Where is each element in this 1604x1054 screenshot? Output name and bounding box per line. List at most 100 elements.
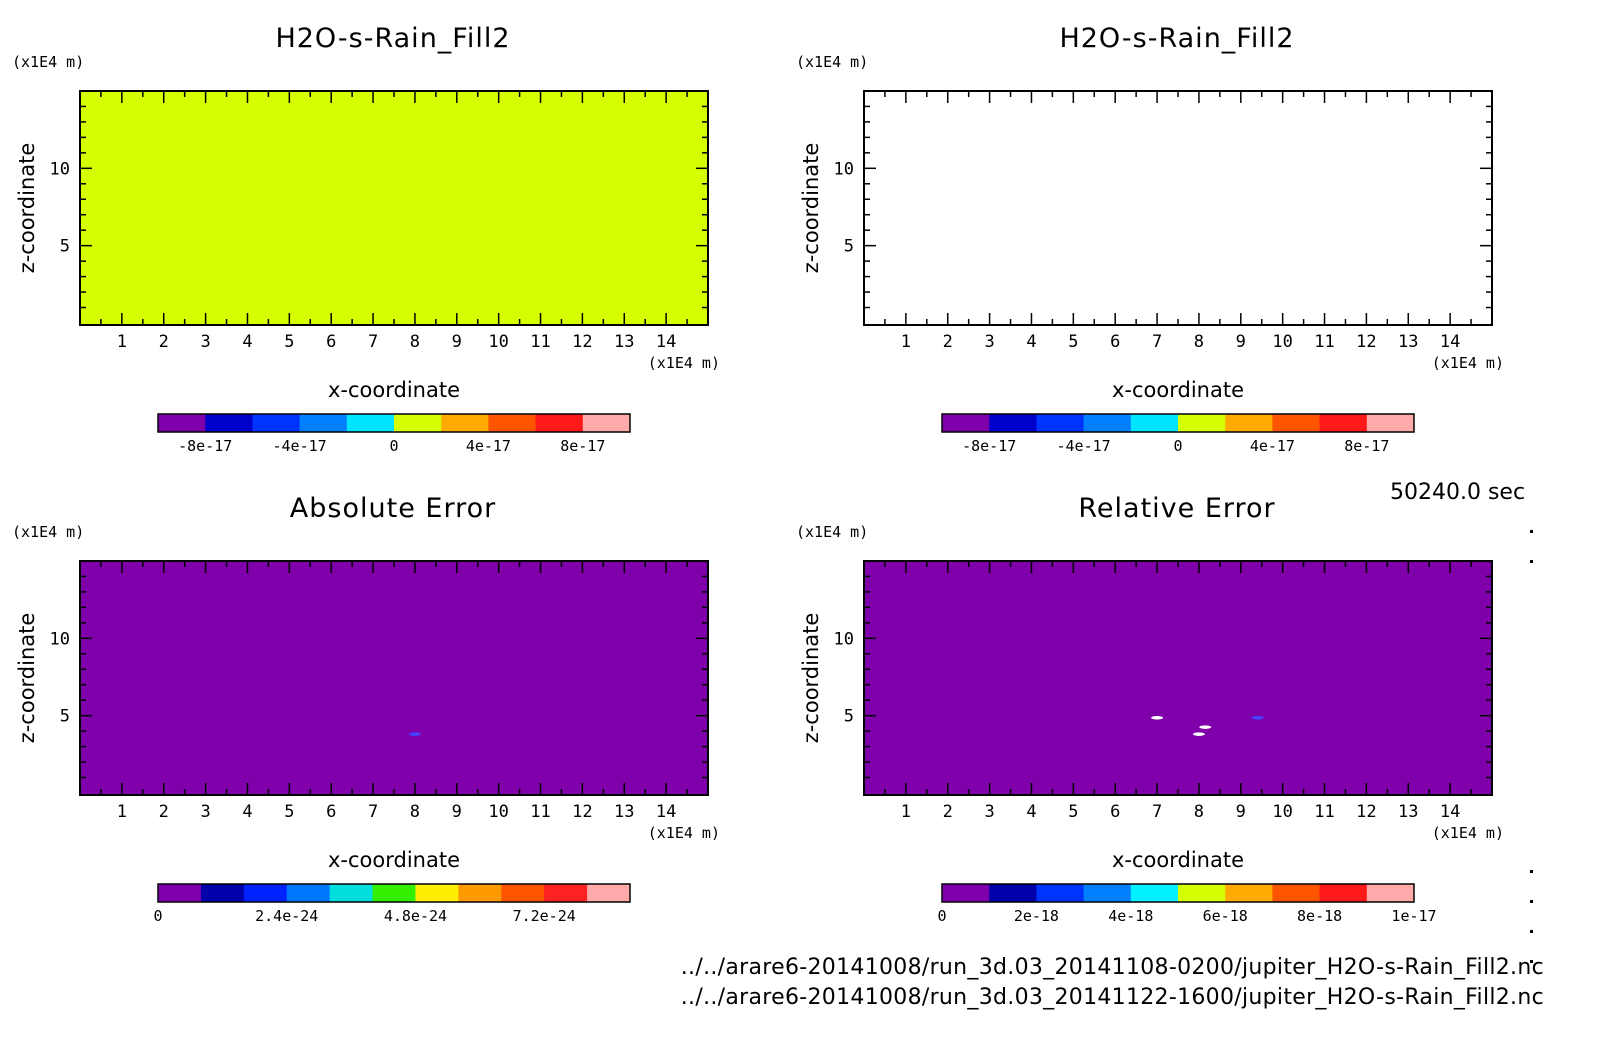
colorbar-swatch xyxy=(1366,414,1415,432)
colorbar-label: 2.4e-24 xyxy=(255,907,318,925)
colorbar-swatch xyxy=(441,414,489,432)
x-tick-label: 4 xyxy=(1026,332,1036,352)
y-tick-label: 10 xyxy=(834,629,854,649)
x-tick-label: 4 xyxy=(1026,802,1036,822)
x-tick-label: 12 xyxy=(1356,332,1376,352)
colorbar-swatch xyxy=(243,884,288,902)
colorbar-label: 0 xyxy=(153,907,162,925)
colorbar-swatch xyxy=(158,884,202,902)
y-unit-label: (x1E4 m) xyxy=(796,523,868,541)
x-tick-label: 5 xyxy=(284,332,294,352)
x-tick-label: 6 xyxy=(1110,332,1120,352)
colorbar-swatch xyxy=(1319,884,1368,902)
x-tick-label: 3 xyxy=(984,332,994,352)
x-unit-label: (x1E4 m) xyxy=(648,824,720,842)
colorbar-swatch xyxy=(942,414,990,432)
file-path-2: ../../arare6-20141008/run_3d.03_20141122… xyxy=(680,985,1544,1010)
colorbar-swatch xyxy=(205,414,253,432)
y-tick-label: 10 xyxy=(834,159,854,179)
x-tick-label: 10 xyxy=(1272,332,1292,352)
x-tick-label: 14 xyxy=(1440,332,1460,352)
edge-dot xyxy=(1530,930,1533,933)
colorbar-label: 6e-18 xyxy=(1203,907,1248,925)
x-axis-label: x-coordinate xyxy=(1112,378,1244,402)
x-tick-label: 5 xyxy=(284,802,294,822)
colorbar-label: 8e-17 xyxy=(560,437,605,455)
x-tick-label: 10 xyxy=(1272,802,1292,822)
plot-fill xyxy=(864,561,1492,795)
x-tick-label: 7 xyxy=(368,802,378,822)
y-unit-label: (x1E4 m) xyxy=(796,53,868,71)
data-speck xyxy=(1151,715,1164,720)
colorbar-swatch xyxy=(1036,884,1085,902)
plot-fill xyxy=(80,561,708,795)
data-speck xyxy=(408,732,421,736)
colorbar-label: 7.2e-24 xyxy=(513,907,576,925)
colorbar-frame xyxy=(157,883,631,903)
colorbar-swatch xyxy=(1130,414,1179,432)
colorbar-swatch xyxy=(394,414,442,432)
colorbar-swatch xyxy=(286,884,331,902)
colorbar-label: -4e-17 xyxy=(273,437,327,455)
colorbar-swatch xyxy=(346,414,395,432)
x-tick-label: 2 xyxy=(159,332,169,352)
chart-title: H2O-s-Rain_Fill2 xyxy=(1059,23,1294,54)
colorbar-label: -8e-17 xyxy=(962,437,1016,455)
x-tick-label: 1 xyxy=(901,332,911,352)
x-tick-label: 7 xyxy=(368,332,378,352)
colorbar-swatch xyxy=(1225,414,1273,432)
x-tick-label: 8 xyxy=(410,802,420,822)
y-axis-label: z-coordinate xyxy=(15,143,39,274)
y-unit-label: (x1E4 m) xyxy=(12,53,84,71)
colorbar-label: 8e-18 xyxy=(1297,907,1342,925)
y-unit-label: (x1E4 m) xyxy=(12,523,84,541)
x-axis-label: x-coordinate xyxy=(1112,848,1244,872)
colorbar-label: 4.8e-24 xyxy=(384,907,447,925)
colorbar-swatch xyxy=(329,884,374,902)
x-tick-label: 11 xyxy=(1314,332,1334,352)
x-tick-label: 1 xyxy=(901,802,911,822)
data-speck xyxy=(1251,715,1264,720)
x-tick-label: 2 xyxy=(943,802,953,822)
x-tick-label: 14 xyxy=(1440,802,1460,822)
x-tick-label: 13 xyxy=(614,802,634,822)
x-tick-label: 9 xyxy=(452,332,462,352)
x-tick-label: 13 xyxy=(614,332,634,352)
x-tick-label: 12 xyxy=(572,332,592,352)
y-tick-label: 5 xyxy=(60,237,70,257)
chart-title: Relative Error xyxy=(1078,493,1275,524)
data-speck xyxy=(1192,732,1205,736)
y-axis-label: z-coordinate xyxy=(799,143,823,274)
colorbar-frame xyxy=(941,413,1415,433)
colorbar-swatch xyxy=(1083,884,1132,902)
x-tick-label: 8 xyxy=(1194,802,1204,822)
data-speck xyxy=(1199,725,1212,729)
x-tick-label: 12 xyxy=(1356,802,1376,822)
colorbar-label: 1e-17 xyxy=(1391,907,1436,925)
colorbar-label: -4e-17 xyxy=(1057,437,1111,455)
x-tick-label: 13 xyxy=(1398,802,1418,822)
y-tick-label: 10 xyxy=(50,159,70,179)
colorbar-swatch xyxy=(1178,414,1226,432)
y-tick-label: 10 xyxy=(50,629,70,649)
x-tick-label: 2 xyxy=(943,332,953,352)
y-tick-label: 5 xyxy=(844,707,854,727)
edge-dot xyxy=(1530,560,1533,563)
y-tick-label: 5 xyxy=(60,707,70,727)
x-tick-label: 5 xyxy=(1068,802,1078,822)
colorbar-label: 4e-17 xyxy=(466,437,511,455)
x-tick-label: 3 xyxy=(984,802,994,822)
colorbar-swatch xyxy=(1083,414,1132,432)
x-unit-label: (x1E4 m) xyxy=(1432,354,1504,372)
colorbar-swatch xyxy=(1036,414,1085,432)
colorbar-swatch xyxy=(1130,884,1179,902)
colorbar-swatch xyxy=(1319,414,1368,432)
x-tick-label: 4 xyxy=(242,332,252,352)
colorbar-swatch xyxy=(415,884,459,902)
x-axis-label: x-coordinate xyxy=(328,848,460,872)
edge-dot xyxy=(1530,870,1533,873)
colorbar-swatch xyxy=(252,414,301,432)
x-tick-label: 6 xyxy=(1110,802,1120,822)
x-tick-label: 3 xyxy=(200,802,210,822)
